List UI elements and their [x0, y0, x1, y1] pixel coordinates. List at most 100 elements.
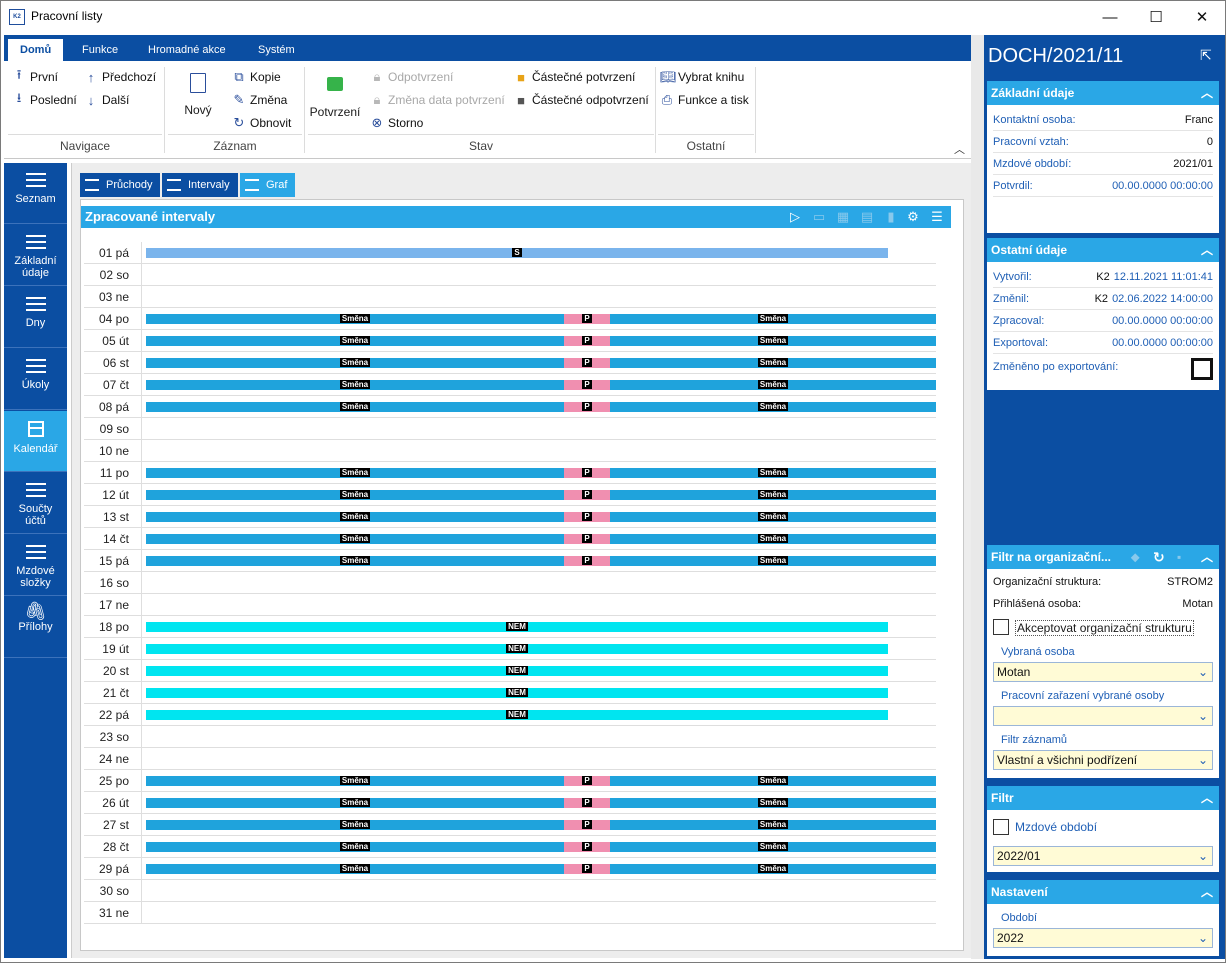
nav-mzdove-slozky[interactable]: Mzdové složky	[4, 535, 67, 596]
gantt-bar-shift[interactable]: Směna	[610, 776, 936, 786]
last-button[interactable]: ⭳ Poslední	[12, 90, 77, 110]
gantt-bar-shift[interactable]: Směna	[146, 358, 564, 368]
gantt-bar-shift[interactable]: Směna	[146, 512, 564, 522]
accept-org-structure-checkbox[interactable]	[993, 619, 1009, 635]
gantt-bar-break[interactable]: P	[564, 380, 610, 390]
gantt-bar-break[interactable]: P	[564, 314, 610, 324]
close-button[interactable]: ✕	[1179, 1, 1225, 33]
collapse-ribbon-icon[interactable]: ︿	[954, 144, 965, 156]
gantt-bar-shift[interactable]: Směna	[146, 820, 564, 830]
gantt-bar-break[interactable]: P	[564, 490, 610, 500]
gantt-bar-shift[interactable]: Směna	[146, 864, 564, 874]
gantt-bar-s[interactable]: S	[146, 248, 888, 258]
gantt-bar-shift[interactable]: Směna	[146, 380, 564, 390]
chevron-up-icon[interactable]: ︿	[1200, 243, 1213, 257]
chevron-up-icon[interactable]: ︿	[1200, 86, 1213, 100]
gantt-bar-break[interactable]: P	[564, 358, 610, 368]
gantt-bar-shift[interactable]: Směna	[146, 402, 564, 412]
splitter[interactable]	[971, 35, 984, 959]
refresh-icon[interactable]: ↻	[1153, 549, 1165, 565]
external-link-icon[interactable]: ⇱	[1200, 47, 1212, 63]
gantt-bar-shift[interactable]: Směna	[610, 820, 936, 830]
gantt-bar-sick[interactable]: NEM	[146, 710, 888, 720]
gantt-bar-shift[interactable]: Směna	[610, 402, 936, 412]
gantt-bar-sick[interactable]: NEM	[146, 622, 888, 632]
change-confirm-date-button[interactable]: 🔒︎ Změna data potvrzení	[370, 90, 505, 110]
functions-print-button[interactable]: ⎙ Funkce a tisk	[660, 90, 749, 110]
minimize-button[interactable]: —	[1087, 1, 1133, 33]
gantt-bar-shift[interactable]: Směna	[610, 490, 936, 500]
gantt-bar-sick[interactable]: NEM	[146, 666, 888, 676]
select-book-button[interactable]: 📖︎ Vybrat knihu	[660, 67, 744, 87]
settings-icon[interactable]: ⚙	[907, 209, 919, 224]
section-header[interactable]: Filtr ︿	[987, 786, 1219, 810]
section-header[interactable]: Ostatní údaje ︿	[987, 238, 1219, 262]
gantt-bar-break[interactable]: P	[564, 798, 610, 808]
gantt-bar-sick[interactable]: NEM	[146, 644, 888, 654]
section-header[interactable]: Základní údaje ︿	[987, 81, 1219, 105]
gantt-bar-break[interactable]: P	[564, 776, 610, 786]
gantt-bar-break[interactable]: P	[564, 842, 610, 852]
nav-ukoly[interactable]: Úkoly	[4, 349, 67, 410]
gantt-bar-break[interactable]: P	[564, 534, 610, 544]
maximize-button[interactable]: ☐	[1133, 1, 1179, 33]
gantt-bar-sick[interactable]: NEM	[146, 688, 888, 698]
gantt-bar-shift[interactable]: Směna	[610, 468, 936, 478]
gantt-bar-shift[interactable]: Směna	[610, 556, 936, 566]
menu-icon[interactable]: ☰	[931, 209, 943, 224]
gantt-bar-break[interactable]: P	[564, 336, 610, 346]
gantt-bar-shift[interactable]: Směna	[610, 864, 936, 874]
changed-after-export-checkbox[interactable]	[1191, 358, 1213, 380]
nav-zakladni-udaje[interactable]: Základní údaje	[4, 225, 67, 286]
gantt-bar-break[interactable]: P	[564, 556, 610, 566]
gantt-bar-shift[interactable]: Směna	[610, 798, 936, 808]
tab-system[interactable]: Systém	[258, 44, 295, 56]
gantt-bar-shift[interactable]: Směna	[146, 556, 564, 566]
partial-confirm-button[interactable]: ■ Částečné potvrzení	[514, 67, 635, 87]
section-header[interactable]: Filtr na organizační... ⬥ ↻ ▪ ︿	[987, 545, 1219, 569]
copy-button[interactable]: ⧉ Kopie	[232, 67, 280, 87]
nav-soucty-uctu[interactable]: Součty účtů	[4, 473, 67, 534]
gantt-bar-shift[interactable]: Směna	[146, 798, 564, 808]
gantt-bar-shift[interactable]: Směna	[610, 336, 936, 346]
gantt-bar-shift[interactable]: Směna	[146, 534, 564, 544]
job-position-select[interactable]: ⌄	[993, 706, 1213, 726]
prev-button[interactable]: ↑ Předchozí	[84, 67, 156, 87]
refresh-button[interactable]: ↻ Obnovit	[232, 113, 292, 133]
gantt-bar-break[interactable]: P	[564, 468, 610, 478]
gantt-bar-break[interactable]: P	[564, 864, 610, 874]
tab-domu[interactable]: Domů	[8, 39, 64, 61]
period-select[interactable]: 2022 ⌄	[993, 928, 1213, 948]
gantt-bar-shift[interactable]: Směna	[610, 380, 936, 390]
tab-intervaly[interactable]: Intervaly	[162, 173, 238, 197]
selected-person-select[interactable]: Motan ⌄	[993, 662, 1213, 682]
tab-pruchody[interactable]: Průchody	[80, 173, 161, 197]
gantt-bar-shift[interactable]: Směna	[146, 842, 564, 852]
gantt-bar-shift[interactable]: Směna	[610, 842, 936, 852]
section-header[interactable]: Nastavení ︿	[987, 880, 1219, 904]
gantt-bar-break[interactable]: P	[564, 512, 610, 522]
gantt-bar-shift[interactable]: Směna	[610, 512, 936, 522]
gantt-bar-shift[interactable]: Směna	[146, 776, 564, 786]
gantt-bar-shift[interactable]: Směna	[146, 468, 564, 478]
play-icon[interactable]: ▷	[790, 209, 800, 224]
change-button[interactable]: ✎ Změna	[232, 90, 288, 110]
confirm-button[interactable]: Potvrzení	[308, 71, 362, 133]
chevron-up-icon[interactable]: ︿	[1200, 791, 1213, 805]
storno-button[interactable]: ⊗ Storno	[370, 113, 424, 133]
chevron-up-icon[interactable]: ︿	[1200, 550, 1213, 564]
chevron-up-icon[interactable]: ︿	[1200, 885, 1213, 899]
gantt-bar-shift[interactable]: Směna	[610, 314, 936, 324]
payroll-period-checkbox[interactable]	[993, 819, 1009, 835]
records-filter-select[interactable]: Vlastní a všichni podřízení ⌄	[993, 750, 1213, 770]
unconfirm-button[interactable]: 🔒︎ Odpotvrzení	[370, 67, 454, 87]
gantt-bar-shift[interactable]: Směna	[610, 534, 936, 544]
nav-prilohy[interactable]: 🖇︎ Přílohy	[4, 597, 67, 658]
tab-graf[interactable]: Graf	[240, 173, 296, 197]
nav-kalendar[interactable]: Kalendář	[4, 411, 67, 472]
new-button[interactable]: Nový	[178, 71, 218, 133]
tab-funkce[interactable]: Funkce	[82, 44, 119, 56]
tab-hromadne-akce[interactable]: Hromadné akce	[148, 44, 226, 56]
nav-dny[interactable]: Dny	[4, 287, 67, 348]
gantt-bar-shift[interactable]: Směna	[610, 358, 936, 368]
